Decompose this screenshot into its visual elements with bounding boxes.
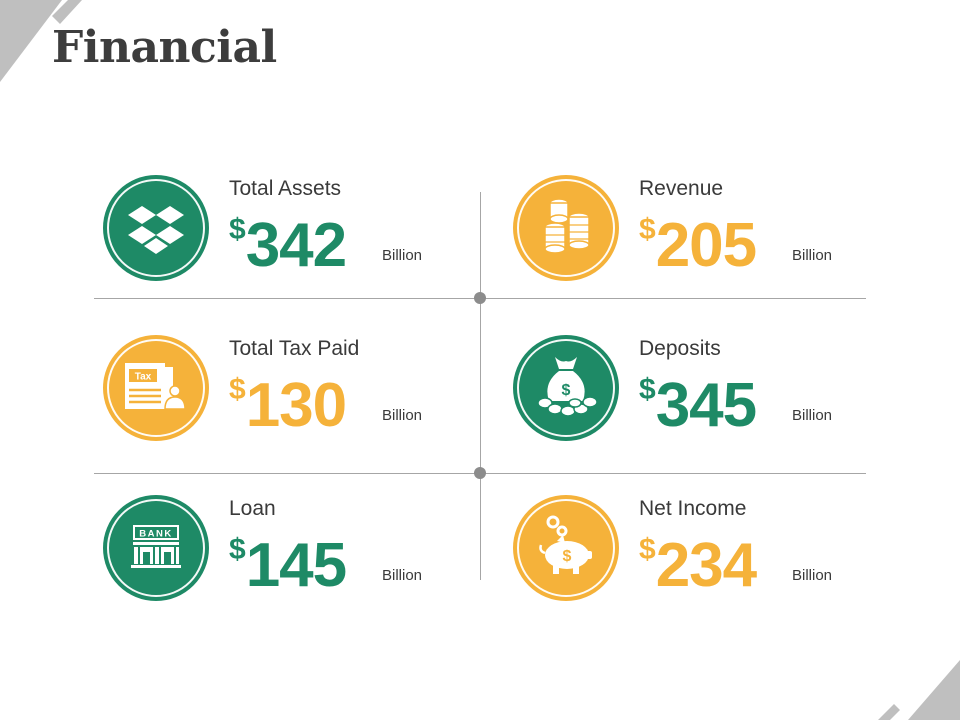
stat-card-loan: BANK Loan $145 Billion (103, 495, 463, 605)
stat-card-revenue: Revenue $205 Billion (513, 175, 873, 285)
dropbox-icon (128, 206, 184, 254)
badge-total-tax-paid: Tax (103, 335, 209, 441)
stat-amount: $234 (639, 529, 757, 603)
stat-label: Net Income (639, 497, 747, 520)
coins-icon (544, 198, 590, 254)
stat-unit: Billion (382, 407, 423, 424)
stat-value: 234 (655, 531, 757, 600)
tax-text: Tax (135, 372, 152, 383)
currency-symbol: $ (229, 373, 246, 406)
divider-junction-dot (474, 467, 486, 479)
stat-amount: $145 (229, 529, 347, 603)
bottom-right-corner-decoration (878, 660, 960, 720)
stat-unit: Billion (792, 247, 833, 264)
stat-card-total-assets: Total Assets $342 Billion (103, 175, 463, 285)
currency-symbol: $ (639, 213, 656, 246)
currency-symbol: $ (229, 533, 246, 566)
stat-value: 345 (655, 371, 757, 440)
svg-text:$: $ (563, 548, 572, 565)
stat-label: Total Assets (229, 177, 342, 200)
badge-loan: BANK (103, 495, 209, 601)
divider-junction-dot (474, 292, 486, 304)
currency-symbol: $ (229, 213, 246, 246)
badge-deposits: $ (513, 335, 619, 441)
stat-card-total-tax-paid: Tax Total Tax Paid $130 Billion (103, 335, 463, 445)
stat-amount: $345 (639, 369, 757, 443)
tax-document-icon: Tax (125, 363, 186, 410)
stat-unit: Billion (792, 567, 833, 584)
stat-unit: Billion (792, 407, 833, 424)
stat-label: Revenue (639, 177, 724, 200)
stat-amount: $205 (639, 209, 757, 283)
piggy-bank-icon: $ (539, 515, 592, 574)
stat-value: 130 (245, 371, 347, 440)
stat-value: 205 (655, 211, 757, 280)
stat-card-deposits: $ Deposits $345 Billion (513, 335, 873, 445)
currency-symbol: $ (639, 533, 656, 566)
bank-icon: BANK (131, 525, 181, 568)
stat-amount: $130 (229, 369, 347, 443)
stat-label: Loan (229, 497, 276, 520)
stat-label: Total Tax Paid (229, 337, 360, 360)
badge-revenue (513, 175, 619, 281)
stat-card-net-income: $ Net Income $234 Billion (513, 495, 873, 605)
page-title: Financial (52, 22, 277, 73)
svg-text:$: $ (562, 382, 571, 399)
stat-value: 145 (245, 531, 347, 600)
currency-symbol: $ (639, 373, 656, 406)
stat-amount: $342 (229, 209, 347, 283)
bank-text: BANK (139, 529, 172, 540)
badge-total-assets (103, 175, 209, 281)
stat-label: Deposits (639, 337, 721, 360)
stat-value: 342 (245, 211, 347, 280)
badge-net-income: $ (513, 495, 619, 601)
divider-vertical (480, 192, 481, 580)
top-left-corner-decoration (0, 0, 82, 82)
stat-unit: Billion (382, 567, 423, 584)
money-bag-icon: $ (537, 357, 598, 417)
stat-unit: Billion (382, 247, 423, 264)
